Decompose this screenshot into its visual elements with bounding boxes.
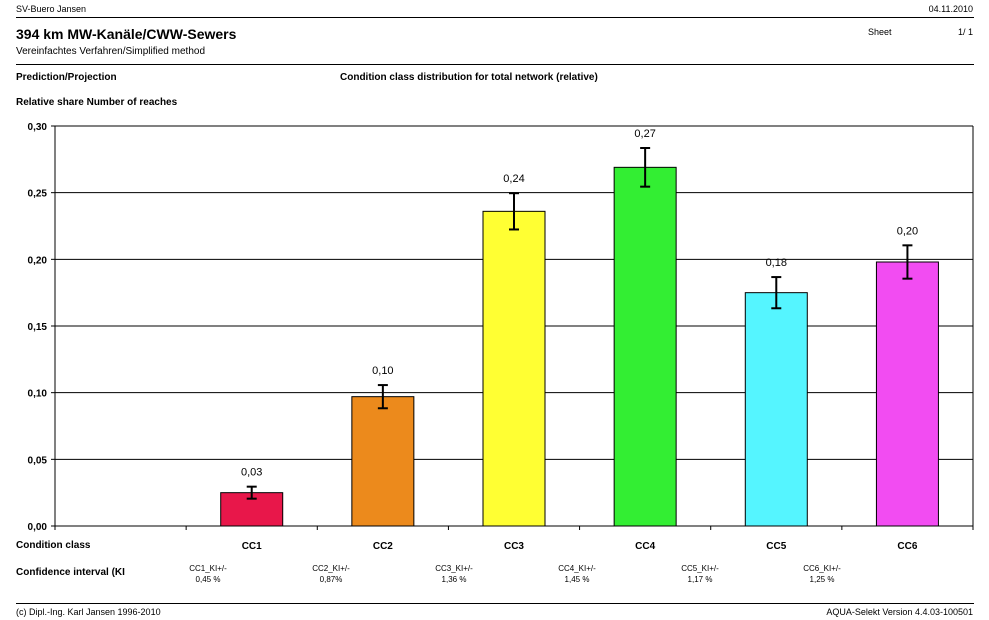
ci-cc2: CC2_KI+/- 0,87% (291, 563, 371, 585)
y-tick-label: 0,10 (28, 389, 48, 400)
y-tick-label: 0,00 (28, 522, 48, 533)
ci-name: CC4_KI+/- (558, 564, 596, 573)
y-tick-label: 0,25 (28, 189, 48, 200)
header-rule (16, 17, 974, 18)
bar-cc2 (351, 396, 415, 527)
report-title: 394 km MW-Kanäle/CWW-Sewers (16, 26, 237, 42)
data-label: 0,20 (897, 225, 918, 237)
data-label: 0,10 (372, 365, 393, 377)
category-label: CC6 (897, 541, 917, 552)
category-label: CC3 (504, 541, 524, 552)
ci-percent: 0,45 % (195, 575, 221, 584)
ci-cc4: CC4_KI+/- 1,45 % (537, 563, 617, 585)
data-label: 0,18 (766, 257, 787, 269)
ci-percent: 1,45 % (564, 575, 590, 584)
bar-cc6 (875, 261, 939, 527)
ci-percent: 1,25 % (809, 575, 835, 584)
sheet-label: Sheet (868, 27, 892, 37)
software-version: AQUA-Selekt Version 4.4.03-100501 (826, 607, 973, 617)
sheet-number: 1/ 1 (957, 27, 973, 37)
category-label: CC2 (373, 541, 393, 552)
ci-cc5: CC5_KI+/- 1,17 % (660, 563, 740, 585)
data-label: 0,24 (503, 173, 524, 185)
report-date: 04.11.2010 (928, 4, 973, 14)
copyright-text: (c) Dipl.-Ing. Karl Jansen 1996-2010 (16, 607, 161, 617)
y-tick-label: 0,05 (28, 455, 48, 466)
category-label: CC1 (242, 541, 262, 552)
chart-heading: Condition class distribution for total n… (340, 72, 598, 83)
ci-percent: 0,87% (319, 575, 343, 584)
ci-name: CC1_KI+/- (189, 564, 227, 573)
y-tick-label: 0,15 (28, 322, 48, 333)
y-tick-label: 0,20 (28, 255, 48, 266)
ci-cc6: CC6_KI+/- 1,25 % (782, 563, 862, 585)
bar-cc3 (482, 210, 546, 527)
ci-percent: 1,17 % (687, 575, 713, 584)
prediction-heading: Prediction/Projection (16, 72, 117, 83)
category-label: CC5 (766, 541, 786, 552)
ci-name: CC3_KI+/- (435, 564, 473, 573)
ci-cc3: CC3_KI+/- 1,36 % (414, 563, 494, 585)
y-tick-label: 0,30 (28, 122, 48, 133)
ci-name: CC6_KI+/- (803, 564, 841, 573)
ci-name: CC5_KI+/- (681, 564, 719, 573)
method-subtitle: Vereinfachtes Verfahren/Simplified metho… (16, 46, 205, 57)
y-axis-heading: Relative share Number of reaches (16, 97, 178, 108)
confidence-interval-row-label: Confidence interval (KI (16, 567, 125, 578)
company-name: SV-Buero Jansen (16, 4, 87, 14)
bar-cc4 (613, 166, 677, 527)
data-label: 0,03 (241, 467, 262, 479)
data-label: 0,27 (634, 128, 655, 140)
ci-name: CC2_KI+/- (312, 564, 350, 573)
title-rule (16, 64, 974, 65)
ci-percent: 1,36 % (441, 575, 467, 584)
ci-cc1: CC1_KI+/- 0,45 % (168, 563, 248, 585)
footer-rule (16, 603, 974, 604)
category-label: CC4 (635, 541, 655, 552)
bar-cc5 (744, 292, 808, 527)
condition-class-row-label: Condition class (16, 540, 91, 551)
